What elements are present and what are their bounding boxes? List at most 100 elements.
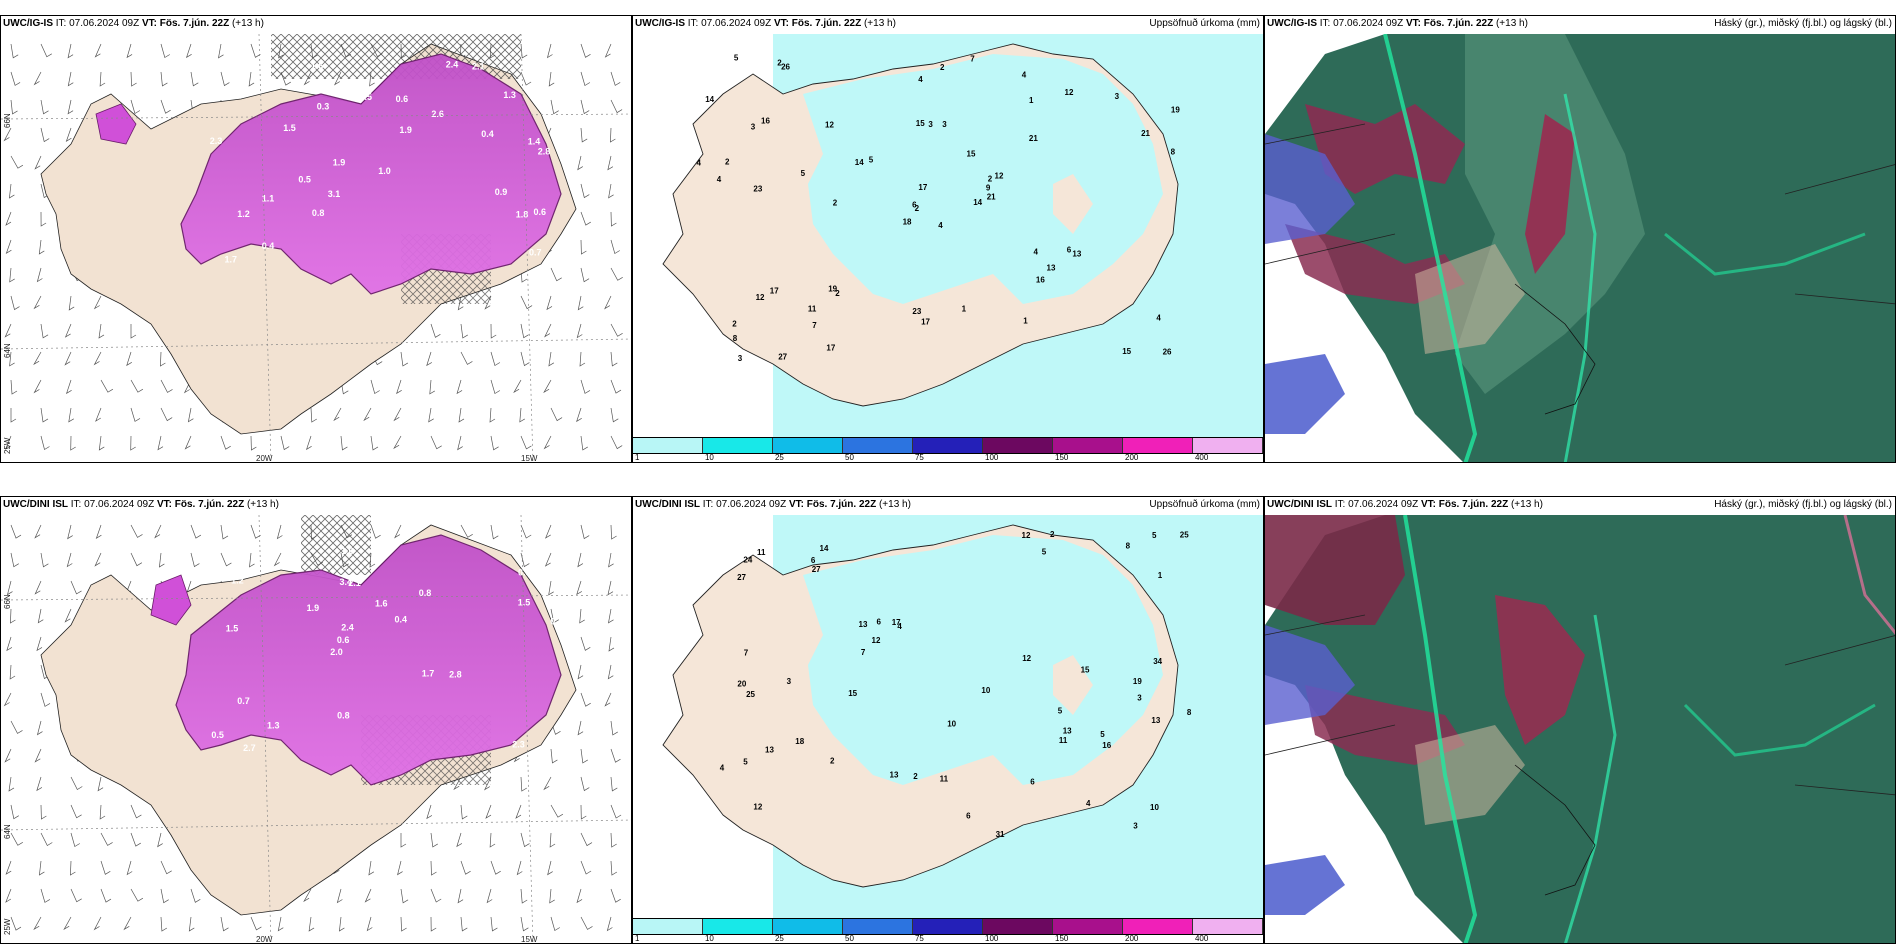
map-value-label: 0.8	[419, 588, 432, 598]
map-value-label: 2.5	[360, 92, 373, 102]
map-value-label: 2.4	[341, 623, 354, 633]
map-value-label: 1.9	[399, 125, 412, 135]
colorbar-bin	[913, 438, 983, 453]
map-value-label: 12	[1065, 88, 1074, 97]
colorbar-bin	[1053, 438, 1123, 453]
map-value-label: 15	[916, 119, 925, 128]
panel-title: UWC/IG-IS IT: 07.06.2024 09Z VT: Fös. 7.…	[3, 18, 264, 29]
colorbar-tick: 200	[1125, 934, 1139, 943]
colorbar-bin	[633, 438, 703, 453]
colorbar-tick: 150	[1055, 453, 1069, 462]
map-value-label: 17	[892, 618, 901, 627]
colorbar-bin	[703, 438, 773, 453]
map-value-label: 2	[988, 174, 993, 183]
map-value-label: 0.6	[396, 94, 409, 104]
precip-map: 4322224311426262319182127151517587312131…	[662, 34, 1263, 439]
panel-subtitle: Uppsöfnuð úrkoma (mm)	[1149, 18, 1260, 29]
colorbar-bin	[633, 919, 703, 934]
map-value-label: 0.4	[262, 241, 275, 251]
map-value-label: 25	[746, 690, 755, 699]
map-value-label: 0.3	[317, 102, 330, 112]
map-value-label: 4	[897, 622, 902, 631]
map-value-label: 2	[915, 204, 920, 213]
precip-colorbar: 1 10 25 50 75 100 150 200 400	[633, 437, 1263, 462]
map-value-label: 12	[756, 293, 765, 302]
map-value-label: 3	[942, 120, 947, 129]
map-value-label: 23	[753, 185, 762, 194]
colorbar-bin	[983, 919, 1053, 934]
map-value-label: 31	[996, 830, 1005, 839]
map-value-label: 0.5	[211, 730, 224, 740]
panel-subtitle: Háský (gr.), miðský (fj.bl.) og lágský (…	[1714, 499, 1892, 510]
map-value-label: 2	[833, 198, 838, 207]
cloud-map	[1265, 515, 1895, 943]
lon-label: 15W	[521, 935, 538, 944]
map-value-label: 34	[1153, 657, 1162, 666]
map-value-label: 5	[1152, 531, 1157, 540]
map-value-label: 2	[725, 157, 730, 166]
map-value-label: 12	[1022, 531, 1031, 540]
map-value-label: 26	[781, 63, 790, 72]
map-value-label: 0.6	[337, 635, 350, 645]
lat-label: 25W	[3, 918, 12, 935]
map-value-label: 16	[1102, 741, 1111, 750]
map-value-label: 13	[1151, 716, 1160, 725]
map-value-label: 1.8	[516, 210, 529, 220]
snow-map: 2.3 1.5 0.9 2.0 0.8 2.7 3.4 1.6 0.7 1.9 0.5 1.3 2.1 0…	[1, 515, 631, 943]
panel-subtitle: Háský (gr.), miðský (fj.bl.) og lágský (…	[1714, 18, 1892, 29]
map-value-label: 1.1	[262, 194, 275, 204]
map-value-label: 15	[967, 149, 976, 158]
cloud-map-panel-bottom: UWC/DINI ISL IT: 07.06.2024 09Z VT: Fös.…	[1264, 496, 1896, 944]
map-value-label: 5	[869, 156, 874, 165]
map-value-label: 3	[1133, 821, 1138, 830]
map-value-label: 3	[751, 123, 756, 132]
map-value-label: 25	[1180, 530, 1189, 539]
map-value-label: 5	[801, 169, 806, 178]
map-value-label: 5	[1100, 730, 1105, 739]
colorbar-tick: 75	[914, 934, 924, 943]
map-value-label: 6	[811, 556, 816, 565]
map-value-label: 24	[743, 556, 752, 565]
map-value-label: 0.4	[481, 129, 494, 139]
lon-label: 20W	[256, 935, 273, 944]
map-value-label: 14	[855, 158, 864, 167]
map-value-label: 1.6	[375, 599, 388, 609]
colorbar-tick: 100	[985, 934, 999, 943]
map-value-label: 20	[737, 679, 746, 688]
map-value-label: 1.9	[307, 603, 320, 613]
map-value-label: 3	[738, 354, 743, 363]
map-value-label: 1.4	[528, 137, 541, 147]
map-value-label: 0.8	[337, 711, 350, 721]
map-value-label: 8	[1171, 148, 1176, 157]
map-value-label: 10	[981, 686, 990, 695]
map-value-label: 0.5	[298, 174, 311, 184]
map-value-label: 1	[1023, 317, 1028, 326]
map-value-label: 21	[1029, 134, 1038, 143]
colorbar-tick: 100	[985, 453, 999, 462]
map-value-label: 0.7	[529, 248, 542, 258]
map-value-label: 18	[903, 218, 912, 227]
map-value-label: 26	[1163, 348, 1172, 357]
map-value-label: 2.7	[243, 743, 256, 753]
map-value-label: 27	[737, 573, 746, 582]
map-value-label: 6	[1030, 777, 1035, 786]
colorbar-tick: 50	[845, 934, 854, 943]
colorbar-tick: 25	[774, 934, 784, 943]
map-value-label: 4	[1034, 248, 1039, 257]
map-value-label: 11	[757, 548, 766, 557]
map-value-label: 11	[1059, 736, 1068, 745]
map-value-label: 1.5	[518, 598, 531, 608]
map-value-label: 4	[717, 175, 722, 184]
colorbar-bin	[1123, 919, 1193, 934]
colorbar-tick: 50	[845, 453, 854, 462]
map-value-label: 5	[1042, 547, 1047, 556]
lat-label: 64N	[3, 824, 12, 839]
colorbar-bin	[913, 919, 983, 934]
panel-title: UWC/DINI ISL IT: 07.06.2024 09Z VT: Fös.…	[1267, 499, 1543, 510]
lon-label: 20W	[256, 454, 273, 463]
lat-label: 66N	[3, 113, 12, 128]
map-value-label: 3	[1137, 694, 1142, 703]
map-value-label: 11	[808, 305, 817, 314]
map-value-label: 14	[820, 544, 829, 553]
map-value-label: 16	[1036, 276, 1045, 285]
